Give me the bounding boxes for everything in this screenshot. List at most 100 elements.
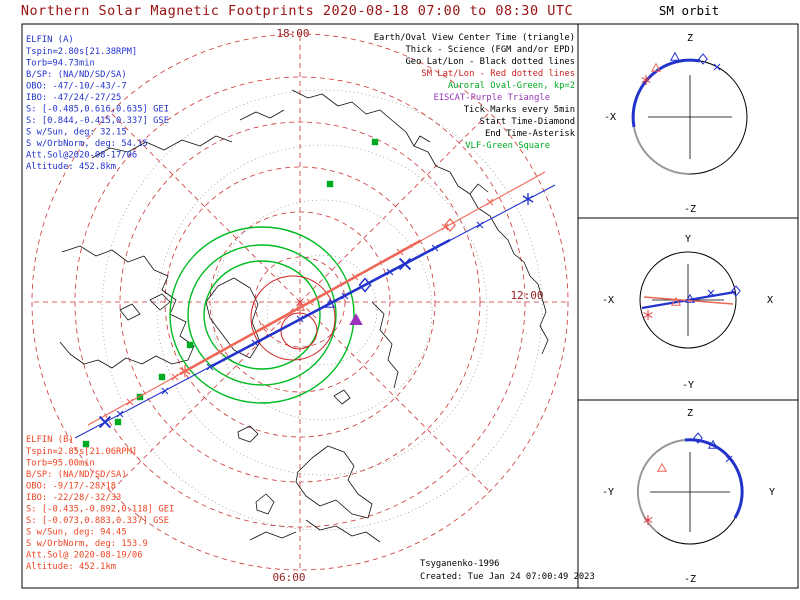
orbit-plot-xy: Y -Y -X X [602,234,773,391]
coastline-alaska [91,109,285,159]
elfin-b-param: Altitude: 452.1km [26,562,116,572]
created-credit: Created: Tue Jan 24 07:00:49 2023 [420,572,595,582]
orbit-arc [633,126,691,175]
legend-line: SM Lat/Lon - Red dotted lines [421,69,575,79]
vlf-square-icon [326,180,334,188]
elfin-b-param: B/SP: (NA/ND/SD/SA) [26,470,127,480]
elfin-a-param: Att.Sol@2020-08-17/06 [26,151,137,161]
axis-label-left: -X [604,112,616,123]
mlt-clock-labels: 18:00 12:00 06:00 [272,27,543,584]
elfin-b-param: S: [-0.435,-0.892,0.118] GEI [26,505,174,515]
axis-label-left: -Y [602,487,614,498]
legend-line: Earth/Oval View Center Time (triangle) [374,33,575,43]
elfin-a-science-segment [209,238,451,369]
legend-line: EISCAT-Purple Triangle [433,93,550,103]
coastline-eurasia [291,89,549,355]
tick-mark-icon [476,221,484,229]
orbit-arc-science [684,438,744,519]
axis-label-bottom: -Z [684,574,696,585]
end-asterisk-icon [522,192,534,206]
elfin-b-param: S w/OrbNorm, deg: 153.9 [26,539,148,549]
orbit-arc [636,439,686,533]
elfin-a-param: OBO: -47/-10/-43/-7 [26,82,127,92]
axis-label-right: Y [769,487,775,498]
vlf-square-icon [114,418,122,426]
axis-label-bottom: -Y [682,380,694,391]
elfin-b-name: ELFIN (B) [26,435,74,445]
legend-line: VLF-Green Square [465,141,550,151]
end-asterisk-icon [643,309,653,321]
legend-line: Geo Lat/Lon - Black dotted lines [406,57,575,67]
clock-label-right: 12:00 [510,289,543,302]
coastline-scandinavia [295,445,373,519]
big-x-mark-icon [713,63,721,71]
end-asterisk-icon [179,364,191,378]
sm-contour-outer [250,275,336,361]
geo-grid-circle [211,199,433,421]
tick-mark-icon [126,398,134,406]
elfin-b-param: S: [-0.073,0.883,0.337] GSE [26,516,169,526]
elfin-b-param: OBO: -9/17/-28/18 [26,482,116,492]
page-title: Northern Solar Magnetic Footprints 2020-… [21,3,573,19]
elfin-a-param: IBO: -47/24/-27/25 [26,93,121,103]
model-credit: Tsyganenko-1996 [420,559,499,569]
geo-grid-circle [156,144,488,476]
tick-mark-icon [171,373,179,381]
elfin-a-param: S w/OrbNorm, deg: 54.15 [26,139,148,149]
elfin-b-param: Att.Sol@ 2020-08-19/06 [26,551,143,561]
vlf-square-icon [186,341,194,349]
center-time-triangle-icon [670,52,680,61]
elfin-b-track [87,171,546,426]
elfin-a-param: S: [0.844,-0.415,0.337] GSE [26,116,169,126]
axis-label-top: Z [687,33,693,44]
orbit-plot-yz: Z -Z -Y Y [602,408,775,585]
outer-border [21,23,799,589]
elfin-a-track [74,184,556,439]
legend-line: Start Time-Diamond [480,117,575,127]
elfin-b-param: Torb=95.00min [26,459,95,469]
auroral-oval-middle [187,244,337,386]
legend-line: Tick Marks every 5min [464,105,575,115]
geo-grid-circle [266,254,378,366]
orbit-panel-title: SM orbit [659,3,719,18]
sm-contour-inner [280,312,318,350]
legend-line: End Time-Asterisk [485,129,576,139]
axis-label-left: -X [602,295,614,306]
elfin-a-param: B/SP: (NA/ND/SD/SA) [26,70,127,80]
elfin-a-param: S: [-0.485,0.616,0.635] GEI [26,105,169,115]
orbit-track-b [643,296,734,305]
tick-mark-icon [116,410,124,418]
coastline-canadian-islands [119,293,171,321]
eiscat-triangle-icon [349,313,363,326]
auroral-oval-outer [169,226,355,404]
sm-grid [31,33,569,571]
tick-mark-icon [486,198,494,206]
sm-grid-circle [31,33,569,571]
clock-label-top: 18:00 [276,27,309,40]
elfin-b-param: S w/Sun, deg: 94.45 [26,528,127,538]
axis-label-right: X [767,295,773,306]
coastline-islands [237,389,351,515]
elfin-a-param: S w/Sun, deg: 32.15 [26,128,127,138]
geo-grid-circle [101,89,543,531]
elfin-a-param: Altitude: 452.8km [26,162,116,172]
orbit-plot-xz: Z -Z -X [604,33,748,215]
big-x-mark-icon [98,415,112,429]
vlf-square-icon [158,373,166,381]
vlf-stations [82,138,379,448]
coastline-arctic-islands [371,135,489,389]
orbit-arc-science [631,58,701,128]
axis-label-top: Z [687,408,693,419]
center-time-triangle-icon [657,463,667,472]
axis-label-bottom: -Z [684,204,696,215]
elfin-a-param: Torb=94.73min [26,59,95,69]
legend-line: Thick - Science (FGM and/or EPD) [406,45,575,55]
coastlines [59,89,549,543]
elfin-b-param: Tspin=2.85s[21.06RPM] [26,447,137,457]
legend: Earth/Oval View Center Time (triangle) T… [374,33,576,151]
auroral-oval-inner [203,260,321,370]
elfin-a-info: ELFIN (A) Tspin=2.80s[21.38RPM] Torb=94.… [26,35,169,172]
orbit-axes-cross [648,75,732,159]
